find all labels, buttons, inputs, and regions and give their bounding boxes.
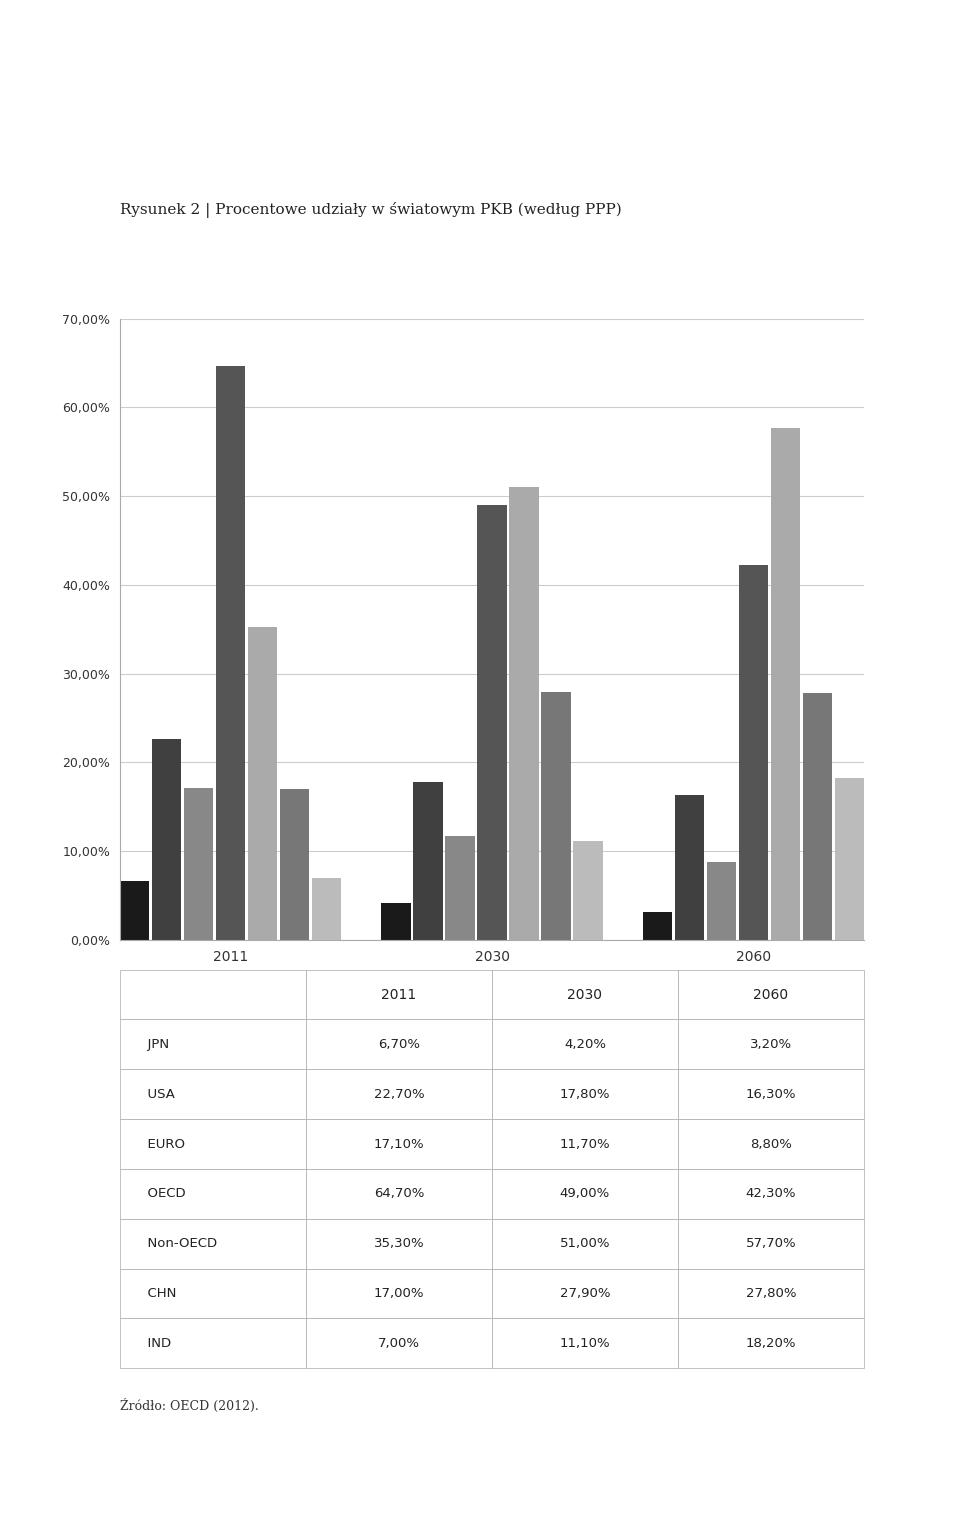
Bar xyxy=(279,789,309,940)
Bar xyxy=(835,779,864,940)
Bar xyxy=(707,862,736,940)
Bar xyxy=(414,782,443,940)
Bar xyxy=(183,788,213,940)
Bar xyxy=(445,837,475,940)
Bar xyxy=(675,795,705,940)
Bar xyxy=(771,427,801,940)
Bar xyxy=(803,694,832,940)
Bar xyxy=(643,911,672,940)
Bar xyxy=(216,365,245,940)
Bar xyxy=(739,564,768,940)
Text: Źródło: OECD (2012).: Źródło: OECD (2012). xyxy=(120,1399,259,1413)
Bar xyxy=(573,841,603,940)
Bar xyxy=(509,487,539,940)
Bar xyxy=(541,692,570,940)
Text: Rysunek 2 | Procentowe udziały w światowym PKB (według PPP): Rysunek 2 | Procentowe udziały w światow… xyxy=(120,202,622,218)
Bar xyxy=(152,739,181,940)
Bar xyxy=(120,881,149,940)
Bar xyxy=(381,903,411,940)
Bar xyxy=(312,878,341,940)
Bar xyxy=(248,627,277,940)
Bar xyxy=(477,505,507,940)
